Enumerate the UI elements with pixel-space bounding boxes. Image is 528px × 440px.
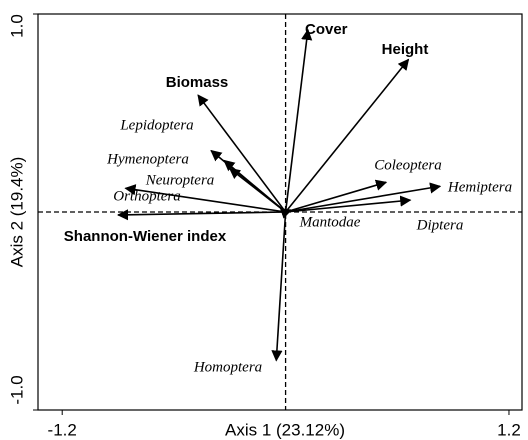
vector-arrow — [285, 195, 412, 213]
x-tick-label: 1.2 — [497, 420, 521, 439]
y-tick-label: -1.0 — [7, 375, 26, 404]
vector-arrow — [284, 28, 313, 213]
taxon-label: Coleoptera — [374, 157, 442, 173]
variable-label: Shannon-Wiener index — [64, 228, 227, 245]
taxon-label: Diptera — [416, 217, 464, 233]
taxon-label: Lepidoptera — [119, 117, 193, 133]
x-axis-title: Axis 1 (23.12%) — [225, 420, 345, 439]
taxon-label: Homoptera — [193, 359, 262, 375]
vector-arrow — [116, 209, 286, 221]
vector-arrow — [279, 208, 293, 219]
variable-label: Height — [382, 41, 429, 58]
taxon-label: Hymenoptera — [106, 151, 189, 167]
variable-label: Biomass — [166, 74, 229, 91]
vector-arrow — [285, 182, 442, 213]
vector-arrow — [223, 159, 287, 213]
variable-label: Cover — [305, 21, 348, 38]
taxon-label: Mantodae — [299, 214, 361, 230]
y-axis-title: Axis 2 (19.4%) — [7, 157, 26, 268]
taxon-label: Orthoptera — [113, 188, 181, 204]
x-tick-label: -1.2 — [48, 420, 77, 439]
taxon-label: Hemiptera — [447, 179, 512, 195]
y-tick-label: 1.0 — [7, 14, 26, 38]
vector-arrow — [197, 94, 287, 213]
vector-arrow — [271, 211, 287, 362]
vector-arrow — [284, 58, 410, 213]
vector-arrow — [124, 184, 286, 213]
vector-arrow — [285, 179, 388, 213]
taxon-label: Neuroptera — [145, 172, 215, 188]
